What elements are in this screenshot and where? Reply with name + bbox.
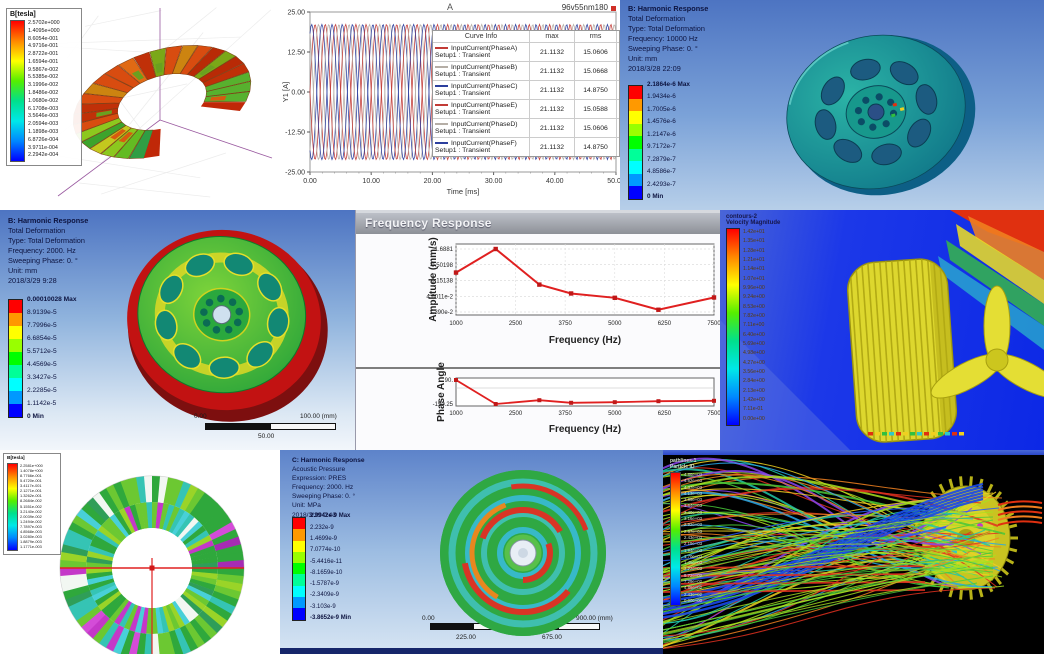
curve-info-legend: Curve Info max rms InputCurrent(PhaseA) Setu… bbox=[432, 30, 620, 157]
plot-title: A bbox=[446, 2, 453, 12]
bfield-legend-body: 2.2581e+000 1.4078e+000 8.7766e-001 5.4720e… bbox=[4, 462, 60, 554]
velocity-legend: contours-2 Velocity Magnitude 1.42e+01 1.3… bbox=[726, 214, 780, 426]
svg-text:2500: 2500 bbox=[509, 321, 523, 327]
svg-text:Time [ms]: Time [ms] bbox=[447, 187, 480, 196]
svg-text:25.00: 25.00 bbox=[287, 10, 305, 17]
svg-text:7500: 7500 bbox=[707, 411, 720, 417]
result-info-block: B: Harmonic Response Total Deformation Typ… bbox=[8, 216, 89, 286]
bfield-legend-small: B[tesla] 2.2581e+000 1.4078e+000 8.7766e-0… bbox=[3, 453, 61, 555]
svg-text:30.00: 30.00 bbox=[485, 178, 503, 185]
svg-text:-150.25: -150.25 bbox=[433, 402, 454, 408]
scalebar-label: 225.00 bbox=[456, 634, 476, 641]
svg-text:0.00: 0.00 bbox=[303, 178, 317, 185]
scalebar-left-label: 0.00 bbox=[194, 413, 207, 420]
deformation-legend: 2.1864e-6 Max 1.9434e-6 1.7005e-6 1.4576e-6… bbox=[628, 80, 690, 200]
scalebar-label: 0.00 bbox=[422, 615, 435, 622]
velocity-legend-values: 1.42e+01 1.35e+01 1.28e+01 1.21e+01 1.14e+01… bbox=[743, 229, 765, 422]
svg-text:6250: 6250 bbox=[658, 321, 672, 327]
svg-text:7500: 7500 bbox=[707, 321, 720, 327]
particle-id-legend-body: 4.86e+03 4.62e+03 4.37e+03 4.13e+03 3.89e+03… bbox=[670, 472, 702, 606]
bfield-legend-values: 2.2581e+000 1.4078e+000 8.7766e-001 5.4720e… bbox=[20, 463, 43, 549]
svg-text:1.6881: 1.6881 bbox=[435, 247, 454, 253]
panel-harmonic-2000hz: 0.00 100.00 (mm) 50.00 B: Harmonic Respo… bbox=[0, 210, 355, 450]
svg-text:4.6011e-2: 4.6011e-2 bbox=[426, 294, 453, 300]
svg-text:Frequency (Hz): Frequency (Hz) bbox=[549, 424, 621, 435]
svg-text:1000: 1000 bbox=[449, 411, 463, 417]
svg-text:50.00: 50.00 bbox=[607, 178, 620, 185]
acoustic-disc-render bbox=[440, 470, 606, 636]
window-titlebar[interactable]: Frequency Response bbox=[356, 213, 720, 234]
svg-text:-25.00: -25.00 bbox=[285, 170, 305, 177]
svg-text:40.00: 40.00 bbox=[546, 178, 564, 185]
panel-transient-currents: A 96v55nm180 25.00 12.50 0.00 -12.50 -25.00 0… bbox=[280, 0, 620, 210]
svg-text:2500: 2500 bbox=[509, 411, 523, 417]
bfield-legend-body: 2.5702e+000 1.4095e+000 8.6054e-001 4.9716e… bbox=[7, 19, 81, 165]
pressure-legend: 2.9942e-9 Max 2.232e-9 1.4699e-9 7.0774e-10… bbox=[292, 512, 351, 621]
panel-cfd-velocity-contour: contours-2 Velocity Magnitude 1.42e+01 1.3… bbox=[720, 210, 1044, 450]
svg-text:Y1 [A]: Y1 [A] bbox=[281, 82, 290, 102]
bfield-legend-title: B[tesla] bbox=[10, 11, 36, 18]
flywheel-deformation-render-2 bbox=[127, 229, 328, 422]
svg-text:3750: 3750 bbox=[558, 321, 572, 327]
panel-frequency-response-window: Frequency Response 1.6881 0.50198 0.15138 4… bbox=[355, 210, 720, 450]
gear-propeller-flow-render bbox=[720, 210, 1044, 450]
plot-corner-label: 96v55nm180 bbox=[561, 3, 608, 12]
panel-maxwell-torus: B[tesla] 2.5702e+000 1.4095e+000 8.6054e-0… bbox=[0, 0, 280, 210]
svg-text:12.50: 12.50 bbox=[287, 50, 305, 57]
svg-text:Phase Angle: Phase Angle bbox=[436, 362, 447, 422]
bfield-legend-title: B[tesla] bbox=[7, 456, 25, 461]
result-info-block: C: Harmonic Response Acoustic Pressure Exp… bbox=[292, 457, 365, 519]
svg-text:0.00: 0.00 bbox=[291, 90, 305, 97]
svg-text:1.390e-2: 1.390e-2 bbox=[429, 310, 453, 316]
scalebar-segment bbox=[270, 423, 336, 430]
bfield-colorbar bbox=[10, 20, 25, 162]
svg-text:5000: 5000 bbox=[608, 321, 622, 327]
deformation-legend: 0.00010028 Max 8.9139e-5 7.7996e-5 6.6854e-… bbox=[8, 294, 77, 420]
svg-text:3750: 3750 bbox=[558, 411, 572, 417]
velocity-legend-title: contours-2 Velocity Magnitude bbox=[726, 214, 781, 226]
scalebar-mid-label: 50.00 bbox=[258, 433, 275, 440]
velocity-legend-body: 1.42e+01 1.35e+01 1.28e+01 1.21e+01 1.14e+01… bbox=[726, 228, 780, 426]
particle-id-legend-title: pathlines-1 Particle ID bbox=[670, 458, 697, 470]
svg-text:0.50198: 0.50198 bbox=[431, 263, 453, 269]
bfield-legend-values: 2.5702e+000 1.4095e+000 8.6054e-001 4.9716e… bbox=[28, 20, 60, 159]
particle-id-colorbar bbox=[670, 472, 681, 606]
particle-id-legend: pathlines-1 Particle ID 4.86e+03 4.62e+03 4… bbox=[670, 458, 702, 606]
svg-text:0.15138: 0.15138 bbox=[431, 279, 453, 285]
result-info-block: B: Harmonic Response Total Deformation Typ… bbox=[628, 4, 709, 74]
flywheel-deformation-render bbox=[786, 34, 976, 196]
svg-text:1000: 1000 bbox=[449, 321, 463, 327]
scalebar-segment bbox=[430, 623, 473, 630]
bfield-colorbar bbox=[7, 463, 18, 551]
svg-text:6250: 6250 bbox=[658, 411, 672, 417]
top-strip bbox=[663, 450, 1044, 455]
particle-id-legend-values: 4.86e+03 4.62e+03 4.37e+03 4.13e+03 3.89e+03… bbox=[684, 472, 703, 603]
svg-text:-12.50: -12.50 bbox=[285, 130, 305, 137]
frequency-response-charts: 1.6881 0.50198 0.15138 4.6011e-2 1.390e-2 100… bbox=[356, 237, 720, 435]
scalebar-label: 675.00 bbox=[542, 634, 562, 641]
window-title: Frequency Response bbox=[365, 216, 492, 230]
svg-text:20.00: 20.00 bbox=[424, 178, 442, 185]
scalebar-right-label: 100.00 (mm) bbox=[300, 413, 337, 420]
bottom-strip bbox=[280, 648, 663, 654]
bfield-legend: B[tesla] 2.5702e+000 1.4095e+000 8.6054e-0… bbox=[6, 8, 82, 166]
streamlines-render bbox=[663, 450, 1044, 654]
svg-text:5000: 5000 bbox=[608, 411, 622, 417]
plot-corner-marker-icon bbox=[611, 6, 616, 11]
panel-harmonic-10000hz: B: Harmonic Response Total Deformation Typ… bbox=[620, 0, 1044, 210]
panel-particle-pathlines: pathlines-1 Particle ID 4.86e+03 4.62e+03 4… bbox=[663, 450, 1044, 654]
scalebar-segment bbox=[205, 423, 271, 430]
svg-text:Frequency (Hz): Frequency (Hz) bbox=[549, 335, 621, 346]
panel-maxwell-rotor: B[tesla] 2.2581e+000 1.4078e+000 8.7766e-0… bbox=[0, 450, 280, 654]
svg-text:10.00: 10.00 bbox=[362, 178, 380, 185]
velocity-colorbar bbox=[726, 228, 740, 426]
svg-text:90.: 90. bbox=[445, 378, 454, 384]
svg-text:Amplitude (mm/s): Amplitude (mm/s) bbox=[428, 237, 439, 321]
window-frame-top bbox=[356, 210, 720, 213]
rotor-field-render bbox=[59, 475, 245, 654]
scalebar-label: 900.00 (mm) bbox=[576, 615, 613, 622]
